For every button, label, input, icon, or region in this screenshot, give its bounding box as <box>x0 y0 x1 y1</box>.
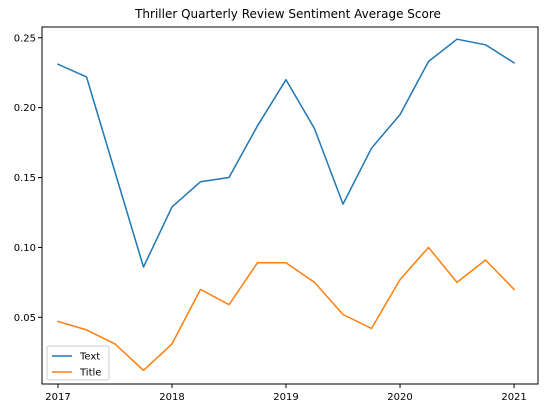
plot-frame <box>41 26 539 385</box>
y-tick-label: 0.25 <box>14 33 36 44</box>
y-tick-label: 0.05 <box>14 313 36 324</box>
series-line-text <box>57 38 516 268</box>
y-axis: 0.05 0.10 0.15 0.20 0.25 <box>14 33 42 324</box>
x-tick-label: 2020 <box>387 392 412 403</box>
series-layer <box>57 38 516 372</box>
legend-label-text: Text <box>79 352 100 363</box>
legend: Text Title <box>46 345 110 381</box>
legend-label-title: Title <box>79 368 101 379</box>
x-tick-label: 2017 <box>45 392 70 403</box>
y-tick-label: 0.20 <box>14 103 36 114</box>
x-tick-label: 2021 <box>501 392 526 403</box>
x-axis: 2017 2018 2019 2020 2021 <box>45 384 527 403</box>
plot-area: 2017 2018 2019 2020 2021 0.05 0.10 0.15 0.20 0.2… <box>14 26 539 403</box>
x-tick-label: 2019 <box>273 392 298 403</box>
y-tick-label: 0.15 <box>14 173 36 184</box>
chart-title: Thriller Quarterly Review Sentiment Aver… <box>134 7 441 21</box>
series-line-title <box>57 246 516 372</box>
y-tick-label: 0.10 <box>14 243 36 254</box>
x-tick-label: 2018 <box>159 392 184 403</box>
